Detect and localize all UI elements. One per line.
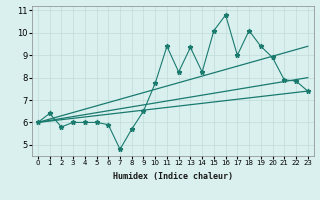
X-axis label: Humidex (Indice chaleur): Humidex (Indice chaleur) — [113, 172, 233, 181]
